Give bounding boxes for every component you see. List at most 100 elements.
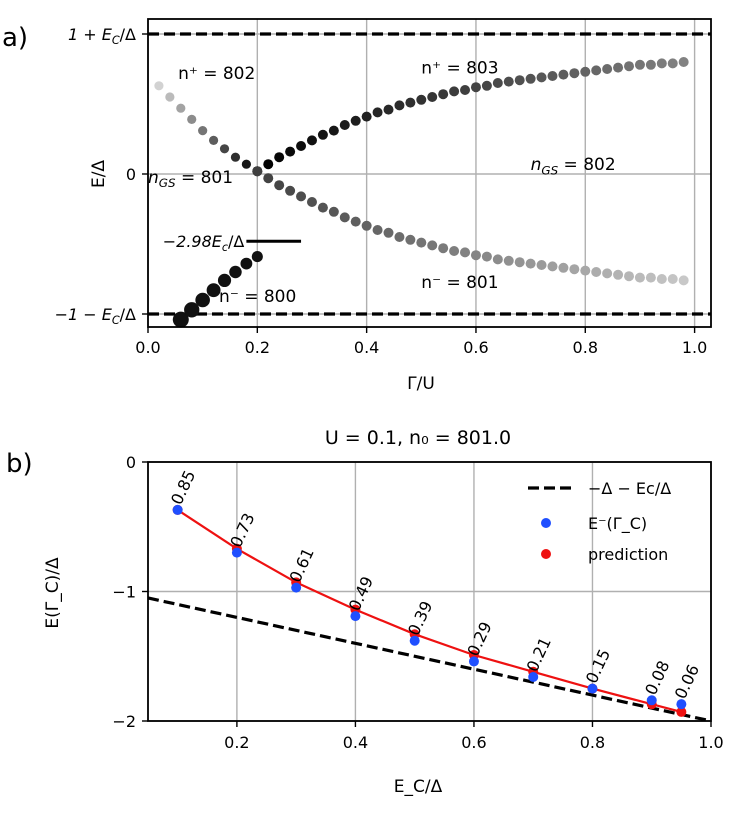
panel-b-xtick-label: 0.8 <box>580 733 605 752</box>
panel-a-point <box>176 103 186 113</box>
panel-a-point <box>154 81 164 91</box>
panel-a-point <box>317 129 328 140</box>
panel-a-point <box>394 100 405 111</box>
panel-a-point <box>514 75 525 86</box>
panel-b-energy-point <box>587 683 598 694</box>
panel-a-point <box>252 166 263 177</box>
panel-a-point <box>206 283 221 298</box>
panel-a-point <box>230 152 241 162</box>
panel-a-point <box>296 141 307 151</box>
panel-a-points <box>154 57 689 328</box>
panel-a-point <box>580 265 591 276</box>
panel-a: a) −2.98Ec/Δ n⁺ = 802 n⁺ = 803 nGS = 801 nG… <box>2 18 712 394</box>
panel-a-annotation: n⁻ = 801 <box>421 273 498 293</box>
panel-b-energy-point <box>409 635 420 646</box>
panel-a-point <box>667 58 678 69</box>
panel-a-point <box>525 258 536 269</box>
panel-b-prediction-point <box>676 706 687 717</box>
panel-a-point <box>405 97 416 108</box>
panel-a-xtick-label: 0.4 <box>354 338 379 357</box>
panel-b-ylabel: E(Γ_C)/Δ <box>43 557 63 629</box>
panel-a-point <box>536 72 547 83</box>
panel-a-point <box>350 216 361 227</box>
panel-a-point <box>165 92 175 102</box>
legend-red-swatch <box>541 549 551 559</box>
panel-a-point <box>251 251 263 263</box>
panel-a-point <box>503 255 514 266</box>
panel-b-energy-point <box>291 582 302 593</box>
panel-a-xtick-label: 0.6 <box>463 338 488 357</box>
panel-b-label: b) <box>6 449 33 479</box>
panel-b-point-label: 0.49 <box>345 573 377 613</box>
panel-a-point <box>339 120 350 130</box>
panel-b-series <box>147 504 712 723</box>
panel-a-ytick-label: 0 <box>126 165 136 184</box>
panel-a-point <box>263 159 274 170</box>
panel-a-point <box>613 62 624 73</box>
panel-a-point <box>306 197 317 207</box>
panel-b-point-label: 0.15 <box>582 646 614 686</box>
panel-b-xtick-label: 0.4 <box>343 733 368 752</box>
panel-a-point <box>645 272 656 283</box>
panel-b-x-ticks: 0.2 0.4 0.6 0.8 1.0 <box>224 721 724 752</box>
panel-a-annotation: n⁺ = 803 <box>421 59 498 79</box>
panel-a-point <box>240 257 253 270</box>
panel-a-point <box>263 173 274 184</box>
panel-a-point <box>241 159 251 169</box>
panel-a-point <box>306 135 317 146</box>
panel-a-point <box>460 85 471 95</box>
panel-a-point <box>383 104 394 115</box>
panel-a-point <box>503 76 514 87</box>
panel-b-energy-point <box>350 611 361 622</box>
panel-b-y-ticks: 0 −1 −2 <box>112 453 148 731</box>
panel-a-point <box>514 257 525 268</box>
panel-a-xtick-label: 0.2 <box>245 338 270 357</box>
panel-a-point <box>361 111 372 122</box>
panel-a-ytick-label: −1 − EC/Δ <box>55 305 136 327</box>
panel-b-xtick-label: 0.6 <box>461 733 486 752</box>
panel-a-point <box>361 220 372 231</box>
panel-a-ylabel: E/Δ <box>89 160 109 188</box>
panel-a-point <box>492 78 503 88</box>
panel-a-point <box>678 275 689 286</box>
panel-a-point <box>328 125 339 136</box>
panel-a-ytick-label: 1 + EC/Δ <box>68 25 136 47</box>
panel-a-point <box>350 115 361 126</box>
legend-blue-swatch <box>541 518 551 528</box>
panel-a-frame <box>147 18 712 328</box>
panel-a-point <box>602 64 613 74</box>
panel-a-annotation: n⁺ = 802 <box>178 64 255 84</box>
panel-b-point-label: 0.21 <box>523 634 555 674</box>
panel-a-point <box>569 264 580 275</box>
panel-a-point <box>667 274 678 284</box>
panel-b-legend: −Δ − Ec/Δ E⁻(Γ_C) prediction <box>528 479 671 564</box>
panel-a-point <box>602 268 613 279</box>
panel-a-point <box>634 272 645 283</box>
panel-b-energy-point <box>468 656 479 667</box>
panel-b-point-label: 0.39 <box>404 598 436 638</box>
panel-a-point <box>274 152 285 163</box>
panel-a-point <box>339 212 350 223</box>
panel-b-energy-point <box>528 671 539 682</box>
panel-b-point-label: 0.73 <box>226 510 258 550</box>
panel-b: b) U = 0.1, n₀ = 801.0 0.850.730.610.490… <box>6 427 724 797</box>
panel-a-point <box>219 144 230 154</box>
panel-b-energy-point <box>646 695 657 706</box>
panel-b-energy-point <box>231 547 242 558</box>
panel-a-y-ticks: 1 + EC/Δ 0 −1 − EC/Δ <box>55 25 148 327</box>
panel-a-point <box>285 146 296 157</box>
panel-a-point <box>558 262 569 273</box>
panel-a-point <box>492 254 503 265</box>
panel-a-point <box>558 69 569 80</box>
panel-a-point <box>547 71 558 81</box>
panel-b-energy-point <box>676 699 687 710</box>
panel-a-point <box>656 58 667 69</box>
legend-label-energy: E⁻(Γ_C) <box>588 514 647 534</box>
panel-a-marker-label: −2.98Ec/Δ <box>163 232 245 254</box>
panel-a-point <box>405 234 416 245</box>
legend-label-dashed: −Δ − Ec/Δ <box>588 479 671 498</box>
panel-a-point <box>460 247 471 258</box>
panel-a-annotation: nGS = 801 <box>148 168 233 190</box>
panel-a-point <box>449 246 460 256</box>
panel-a-point <box>208 135 219 145</box>
